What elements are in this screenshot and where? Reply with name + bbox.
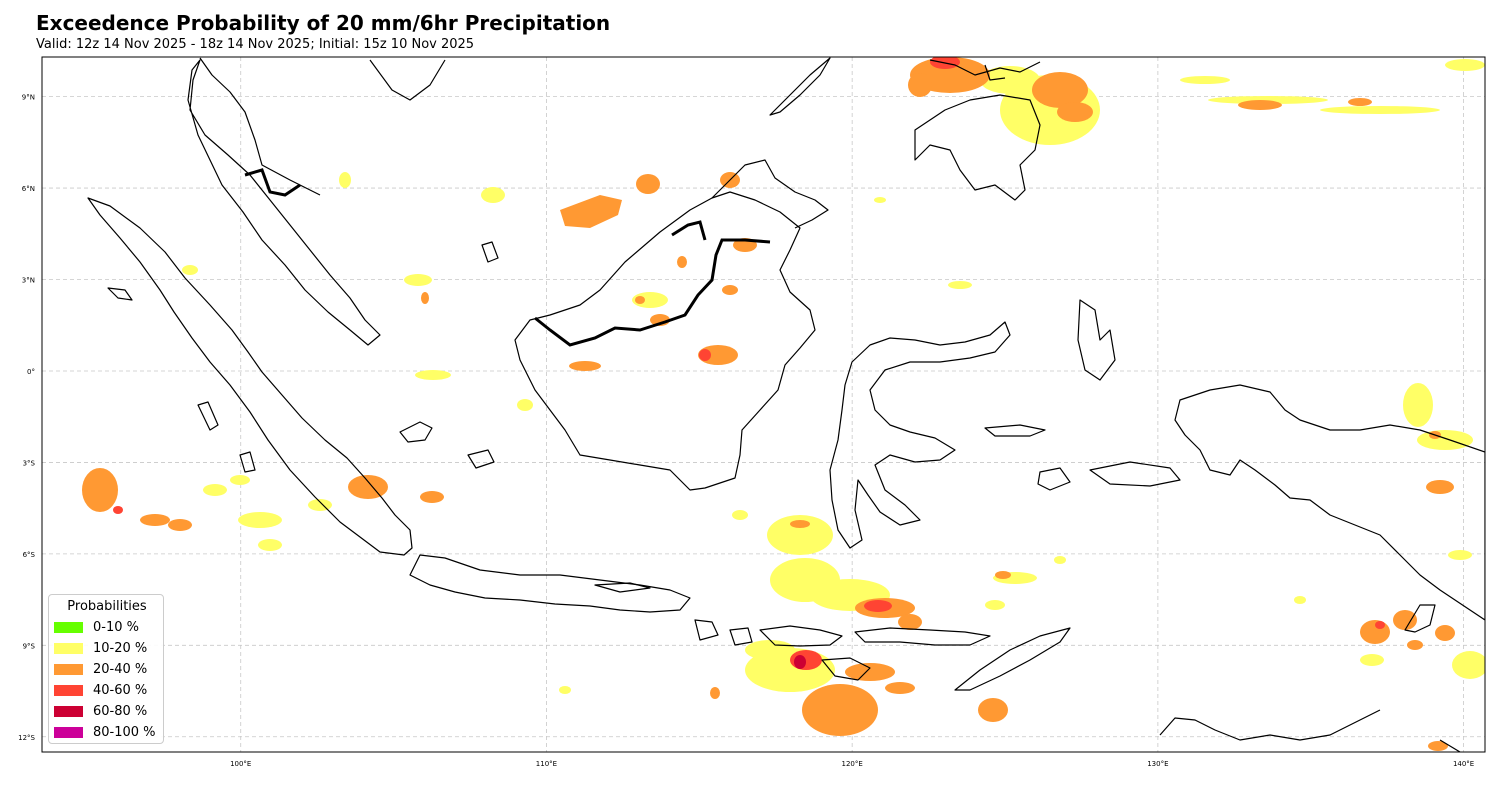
borders bbox=[244, 168, 771, 347]
latitude-tick-label: 9°S bbox=[23, 642, 36, 650]
nias-coastline bbox=[197, 401, 219, 431]
malay-peninsula-coastline bbox=[187, 59, 381, 346]
plot-frame bbox=[41, 56, 1486, 753]
legend-swatch bbox=[54, 684, 83, 696]
sulawesi-coastline bbox=[829, 321, 1011, 549]
latitude-tick-label: 6°S bbox=[23, 551, 36, 559]
bali-coastline bbox=[694, 619, 719, 641]
legend-item: 10-20 % bbox=[54, 640, 147, 656]
latitude-tick-label: 0° bbox=[27, 368, 35, 376]
latitude-tick-label: 3°S bbox=[23, 459, 36, 467]
lombok-coastline bbox=[729, 627, 753, 646]
legend-label: 20-40 % bbox=[93, 661, 148, 677]
map-title: Exceedence Probability of 20 mm/6hr Prec… bbox=[36, 11, 611, 35]
sumba-coastline bbox=[821, 657, 871, 681]
legend-label: 40-60 % bbox=[93, 682, 148, 698]
legend-swatch bbox=[54, 705, 83, 717]
legend-label: 80-100 % bbox=[93, 724, 156, 740]
borneo-north-border bbox=[671, 220, 707, 241]
coastlines bbox=[87, 57, 1485, 752]
longitude-tick-label: 140°E bbox=[1453, 760, 1474, 768]
visayas-coastline bbox=[929, 59, 1041, 81]
sumatra-coastline bbox=[87, 197, 413, 556]
legend-label: 60-80 % bbox=[93, 703, 148, 719]
new-guinea-south bbox=[1404, 604, 1436, 633]
buru-coastline bbox=[1037, 467, 1071, 491]
graticule bbox=[42, 57, 1485, 752]
latitude-labels: 9°N 6°N 3°N 0° 3°S 6°S 9°S 12°S bbox=[18, 94, 35, 742]
australia-north-coastline bbox=[1159, 709, 1461, 752]
timor-coastline bbox=[954, 627, 1071, 691]
legend-label: 10-20 % bbox=[93, 640, 148, 656]
legend: Probabilities 0-10 % 10-20 % 20-40 % 40-… bbox=[48, 594, 164, 744]
halmahera-coastline bbox=[1077, 299, 1116, 381]
legend-label: 0-10 % bbox=[93, 619, 139, 635]
legend-item: 40-60 % bbox=[54, 682, 147, 698]
shading-40-60 bbox=[113, 57, 1385, 670]
legend-swatch bbox=[54, 726, 83, 738]
bangka-coastline bbox=[399, 421, 433, 443]
indochina-coastline bbox=[199, 57, 446, 196]
borneo-coastline bbox=[514, 191, 816, 491]
simeulue-coastline bbox=[107, 287, 133, 301]
longitude-labels: 100°E 110°E 120°E 130°E 140°E bbox=[230, 760, 1474, 768]
legend-item: 80-100 % bbox=[54, 724, 156, 740]
legend-swatch bbox=[54, 642, 83, 654]
latitude-tick-label: 3°N bbox=[22, 277, 35, 285]
sula-coastline bbox=[984, 424, 1046, 437]
seram-coastline bbox=[1089, 461, 1181, 487]
latitude-tick-label: 6°N bbox=[22, 185, 35, 193]
borneo-north-tip bbox=[711, 159, 829, 229]
java-coastline bbox=[409, 554, 691, 613]
longitude-tick-label: 130°E bbox=[1147, 760, 1168, 768]
natuna-coastline bbox=[481, 241, 499, 263]
longitude-tick-label: 110°E bbox=[536, 760, 557, 768]
shading-10-20 bbox=[182, 59, 1485, 694]
longitude-tick-label: 120°E bbox=[842, 760, 863, 768]
flores-coastline bbox=[854, 627, 991, 646]
latitude-tick-label: 12°S bbox=[18, 734, 35, 742]
legend-swatch bbox=[54, 621, 83, 633]
legend-item: 60-80 % bbox=[54, 703, 147, 719]
shading-20-40 bbox=[82, 57, 1455, 751]
palawan-coastline bbox=[769, 57, 831, 116]
map-subtitle: Valid: 12z 14 Nov 2025 - 18z 14 Nov 2025… bbox=[36, 37, 475, 52]
legend-item: 20-40 % bbox=[54, 661, 147, 677]
madura-coastline bbox=[594, 582, 651, 593]
legend-item: 0-10 % bbox=[54, 619, 139, 635]
mindanao-coastline bbox=[914, 94, 1041, 201]
belitung-coastline bbox=[467, 449, 495, 469]
siberut-coastline bbox=[239, 451, 256, 473]
legend-title: Probabilities bbox=[67, 599, 147, 614]
latitude-tick-label: 9°N bbox=[22, 94, 35, 102]
probability-shading bbox=[82, 57, 1485, 751]
thailand-malaysia-border bbox=[244, 168, 301, 197]
new-guinea-coastline bbox=[1174, 384, 1485, 621]
legend-swatch bbox=[54, 663, 83, 675]
sumbawa-coastline bbox=[759, 625, 843, 647]
shading-60-80 bbox=[794, 655, 806, 669]
longitude-tick-label: 100°E bbox=[230, 760, 251, 768]
borneo-border bbox=[534, 238, 771, 347]
